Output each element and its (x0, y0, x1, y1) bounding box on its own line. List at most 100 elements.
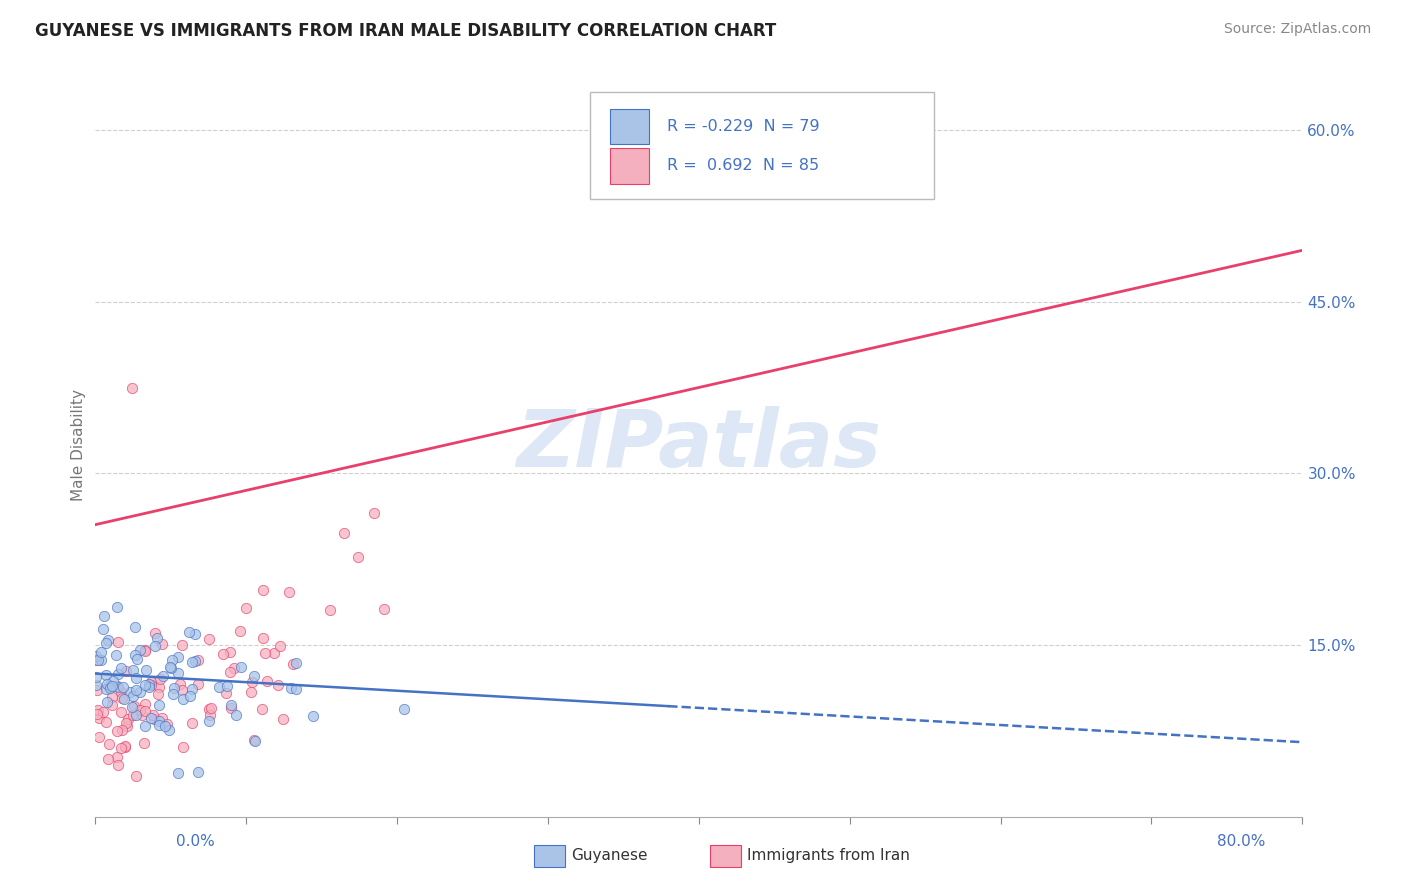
Point (218, 665, 240, 680)
Point (101, 673, 124, 688)
Point (86, 707, 108, 722)
Text: GUYANESE VS IMMIGRANTS FROM IRAN MALE DISABILITY CORRELATION CHART: GUYANESE VS IMMIGRANTS FROM IRAN MALE DI… (35, 22, 776, 40)
Point (170, 638, 193, 652)
Point (135, 663, 157, 677)
Point (215, 686, 238, 700)
Point (187, 764, 209, 779)
Point (100, 690, 122, 705)
Point (139, 675, 162, 690)
Point (243, 732, 266, 747)
Point (218, 645, 240, 659)
Point (121, 380, 143, 394)
Point (269, 639, 291, 653)
Point (273, 713, 295, 727)
Point (90, 653, 112, 667)
Point (107, 667, 129, 681)
Point (184, 654, 207, 668)
Point (263, 646, 285, 660)
Point (84, 648, 107, 663)
Point (134, 697, 156, 711)
Point (93, 608, 115, 623)
Point (156, 716, 179, 731)
Point (332, 525, 354, 540)
Point (187, 676, 209, 690)
Point (131, 708, 153, 723)
Point (134, 644, 156, 658)
Point (105, 648, 128, 662)
Point (148, 714, 170, 728)
Point (197, 714, 219, 728)
Point (97, 633, 120, 648)
Text: 0.0%: 0.0% (176, 834, 215, 849)
Point (138, 680, 160, 694)
Point (198, 702, 221, 716)
Point (134, 678, 156, 692)
Point (96, 714, 118, 729)
Point (148, 718, 170, 732)
Point (253, 646, 276, 660)
Point (229, 660, 252, 674)
Text: R =  0.692  N = 85: R = 0.692 N = 85 (666, 159, 820, 173)
Point (170, 683, 193, 698)
Point (152, 669, 174, 683)
Point (87, 703, 110, 717)
Point (219, 698, 242, 713)
Point (110, 741, 132, 756)
Point (252, 631, 274, 645)
Point (115, 718, 138, 732)
Point (277, 584, 299, 599)
Point (281, 657, 304, 671)
Point (243, 734, 266, 748)
Point (180, 681, 202, 696)
Point (143, 640, 166, 654)
Point (128, 643, 150, 657)
Point (180, 656, 202, 670)
Point (200, 700, 222, 714)
Point (157, 723, 180, 737)
Point (122, 708, 145, 723)
Point (107, 758, 129, 772)
Point (162, 681, 184, 695)
Point (91, 622, 114, 636)
Point (129, 703, 152, 717)
Point (142, 707, 165, 722)
Point (145, 632, 167, 646)
Point (252, 583, 274, 598)
Point (143, 625, 166, 640)
Point (87, 731, 110, 745)
Point (242, 668, 264, 682)
Point (98, 737, 121, 751)
Point (100, 679, 122, 693)
Point (250, 702, 273, 716)
Point (122, 698, 145, 713)
Point (110, 661, 132, 675)
Point (94, 681, 117, 696)
Point (107, 600, 129, 615)
Point (197, 632, 219, 647)
Point (125, 708, 148, 723)
Point (121, 663, 143, 677)
Text: Immigrants from Iran: Immigrants from Iran (747, 848, 910, 863)
Point (280, 681, 302, 696)
FancyBboxPatch shape (591, 92, 934, 200)
Point (110, 705, 132, 719)
Point (181, 716, 204, 731)
Point (229, 624, 252, 639)
Point (114, 715, 136, 730)
Point (179, 689, 201, 703)
Point (105, 679, 128, 693)
Point (118, 684, 141, 698)
Point (87, 711, 110, 725)
Point (149, 672, 172, 686)
Point (105, 723, 128, 738)
Point (110, 684, 132, 698)
Text: R = -0.229  N = 79: R = -0.229 N = 79 (666, 119, 820, 134)
Point (121, 699, 143, 714)
Point (125, 682, 148, 697)
Point (111, 691, 134, 706)
Point (200, 708, 222, 723)
Point (117, 712, 139, 726)
Point (107, 681, 129, 695)
Point (84, 678, 107, 692)
Point (146, 686, 169, 700)
